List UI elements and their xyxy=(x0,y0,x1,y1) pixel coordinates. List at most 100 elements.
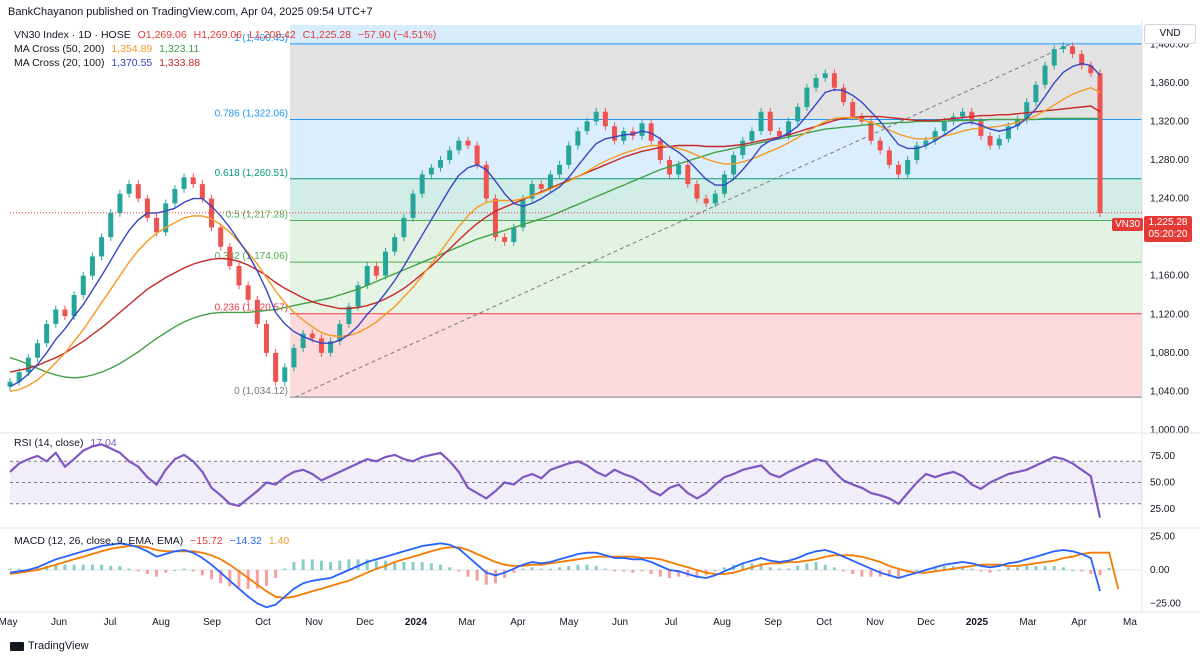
macd-histogram-bar xyxy=(768,567,772,570)
macd-histogram-bar xyxy=(1071,570,1075,571)
candle-body xyxy=(108,213,114,238)
macd-histogram-bar xyxy=(145,570,149,574)
ma-50-200-label: MA Cross (50, 200) xyxy=(14,43,105,55)
x-tick-label: Nov xyxy=(866,617,884,628)
macd-histogram-bar xyxy=(787,568,791,570)
fib-zone xyxy=(290,43,1142,120)
fib-level-label: 0.786 (1,322.06) xyxy=(215,108,288,119)
macd-histogram-bar xyxy=(264,570,268,586)
macd-histogram-bar xyxy=(1061,567,1065,570)
open-value: O1,269.06 xyxy=(137,29,187,41)
macd-histogram-bar xyxy=(301,559,305,570)
macd-histogram-bar xyxy=(741,563,745,570)
macd-histogram-bar xyxy=(832,567,836,570)
candle-body xyxy=(538,184,544,189)
macd-line xyxy=(9,542,1101,609)
macd-histogram-bar xyxy=(365,559,369,570)
candle-body xyxy=(1051,49,1057,66)
candle-body xyxy=(676,164,682,175)
fib-zone-top xyxy=(290,25,1142,44)
candle-body xyxy=(80,275,86,295)
y-tick-label: 1,360.00 xyxy=(1150,78,1189,89)
candle-body xyxy=(612,126,618,141)
candle-body xyxy=(300,333,306,349)
macd-histogram-bar xyxy=(558,567,562,570)
candle-body xyxy=(318,338,324,353)
macd-histogram-bar xyxy=(805,563,809,570)
candle-body xyxy=(575,131,581,146)
macd-histogram-bar xyxy=(393,562,397,570)
y-tick-label: 25.00 xyxy=(1150,504,1175,515)
candle-body xyxy=(740,140,746,156)
symbol-label: VN30 Index · 1D · HOSE xyxy=(14,29,131,41)
candle-body xyxy=(1079,53,1085,66)
macd-histogram-bar xyxy=(677,570,681,577)
x-tick-label: Ma xyxy=(1123,617,1137,628)
y-tick-label: 1,080.00 xyxy=(1150,348,1189,359)
macd-histogram-bar xyxy=(1034,566,1038,570)
macd-histogram-bar xyxy=(933,567,937,570)
ma-50-line xyxy=(9,86,1101,393)
candle-body xyxy=(447,150,453,160)
candle-body xyxy=(291,348,297,368)
candle-body xyxy=(474,145,480,165)
candle-body xyxy=(34,343,40,358)
ma-200-line xyxy=(9,117,1100,379)
tradingview-logo[interactable]: TradingView xyxy=(10,640,89,652)
x-tick-label: Nov xyxy=(305,617,323,628)
macd-histogram-bar xyxy=(512,570,516,573)
candle-body xyxy=(923,140,929,146)
candle-body xyxy=(547,174,553,189)
candle-body xyxy=(648,123,654,141)
macd-histogram-bar xyxy=(127,568,131,570)
candle-body xyxy=(227,246,233,267)
candle-body xyxy=(813,78,819,88)
candle-body xyxy=(7,381,13,387)
macd-histogram-bar xyxy=(8,568,12,570)
macd-histogram-bar xyxy=(503,570,507,578)
candle-body xyxy=(428,167,434,175)
x-tick-label: Aug xyxy=(152,617,170,628)
candle-body xyxy=(117,193,123,214)
macd-histogram-bar xyxy=(594,566,598,570)
macd-histogram-bar xyxy=(979,570,983,572)
macd-histogram-bar xyxy=(219,570,223,584)
x-tick-label: 2025 xyxy=(966,617,989,628)
macd-histogram-bar xyxy=(466,570,470,577)
macd-histogram-bar xyxy=(530,567,534,570)
fib-zone xyxy=(290,262,1142,314)
x-tick-label: Apr xyxy=(510,617,526,628)
macd-histogram-bar xyxy=(347,559,351,570)
macd-histogram-bar xyxy=(493,570,497,584)
candle-body xyxy=(804,87,810,107)
candle-body xyxy=(273,352,279,382)
macd-histogram-bar xyxy=(1089,570,1093,574)
ma-20-line xyxy=(9,62,1101,388)
macd-histogram-bar xyxy=(439,564,443,570)
macd-histogram-bar xyxy=(420,562,424,570)
candle-body xyxy=(520,198,526,228)
macd-histogram-bar xyxy=(887,570,891,577)
symbol-price-tag: VN30 xyxy=(1112,218,1144,231)
bar-countdown: 05:20:20 xyxy=(1148,229,1188,240)
macd-histogram-bar xyxy=(539,568,543,570)
candle-body xyxy=(1042,65,1048,85)
macd-histogram-bar xyxy=(667,570,671,578)
macd-histogram-bar xyxy=(860,570,864,577)
currency-unit-button[interactable]: VND xyxy=(1144,24,1196,44)
macd-histogram-bar xyxy=(228,570,232,586)
y-tick-label: 1,400.00 xyxy=(1150,39,1189,50)
change-value: −57.90 (−4.51%) xyxy=(358,29,437,41)
macd-histogram-bar xyxy=(356,559,360,570)
macd-histogram-bar xyxy=(374,560,378,570)
macd-histogram-bar xyxy=(640,570,644,572)
macd-line-value: −14.32 xyxy=(229,535,262,547)
candle-body xyxy=(657,140,663,160)
macd-histogram-bar xyxy=(173,570,177,571)
candle-body xyxy=(410,193,416,218)
x-tick-label: Apr xyxy=(1071,617,1087,628)
y-tick-label: 1,040.00 xyxy=(1150,386,1189,397)
x-tick-label: Jun xyxy=(612,617,628,628)
macd-histogram-bar xyxy=(814,562,818,570)
